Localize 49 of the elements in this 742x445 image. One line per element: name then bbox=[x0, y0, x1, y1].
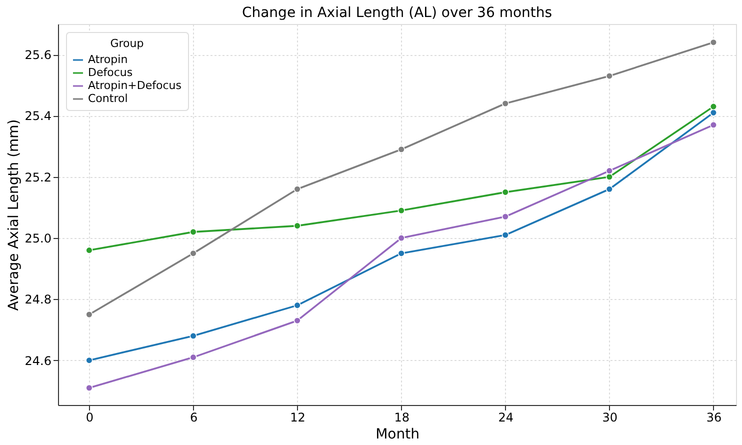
point bbox=[190, 250, 197, 257]
point bbox=[398, 206, 405, 214]
y-axis-title: Average Axial Length (mm) bbox=[6, 119, 22, 311]
x-tick-label: 30 bbox=[602, 410, 618, 424]
y-tick-label: 25.2 bbox=[24, 170, 52, 184]
point bbox=[398, 250, 405, 257]
legend-label: Defocus bbox=[88, 66, 133, 79]
point bbox=[86, 246, 93, 254]
legend-label: Control bbox=[88, 92, 128, 105]
point bbox=[294, 186, 301, 193]
point bbox=[294, 302, 301, 309]
point bbox=[294, 317, 301, 324]
point bbox=[710, 38, 718, 46]
legend-title: Group bbox=[110, 37, 144, 50]
point bbox=[294, 222, 301, 230]
point bbox=[502, 231, 509, 239]
point bbox=[502, 213, 509, 220]
y-tick-label: 25.0 bbox=[24, 232, 52, 246]
point bbox=[190, 332, 197, 340]
point bbox=[710, 109, 718, 116]
point bbox=[710, 103, 718, 110]
chart-title: Change in Axial Length (AL) over 36 months bbox=[242, 5, 552, 21]
point bbox=[190, 228, 197, 236]
legend-label: Atropin bbox=[88, 53, 128, 66]
point bbox=[606, 173, 613, 180]
y-tick-label: 25.6 bbox=[24, 48, 52, 62]
x-tick-label: 12 bbox=[290, 410, 306, 424]
point bbox=[398, 146, 405, 153]
point bbox=[86, 310, 93, 318]
point bbox=[606, 186, 613, 193]
point bbox=[502, 100, 509, 108]
point bbox=[606, 72, 613, 80]
point bbox=[86, 356, 93, 364]
y-tick-label: 24.8 bbox=[24, 292, 52, 307]
x-tick-label: 18 bbox=[394, 410, 410, 424]
y-tick-label: 25.4 bbox=[24, 109, 52, 124]
x-tick-label: 6 bbox=[190, 410, 198, 424]
x-tick-label: 24 bbox=[498, 410, 514, 424]
x-tick-label: 0 bbox=[86, 410, 94, 424]
y-tick-label: 24.6 bbox=[24, 354, 52, 368]
point bbox=[190, 354, 197, 361]
x-tick-label: 36 bbox=[706, 410, 722, 424]
point bbox=[606, 167, 613, 174]
point bbox=[502, 188, 509, 196]
point bbox=[86, 384, 93, 392]
point bbox=[398, 234, 405, 242]
legend-label: Atropin+Defocus bbox=[88, 79, 182, 92]
x-axis-title: Month bbox=[376, 426, 420, 442]
point bbox=[710, 121, 718, 128]
